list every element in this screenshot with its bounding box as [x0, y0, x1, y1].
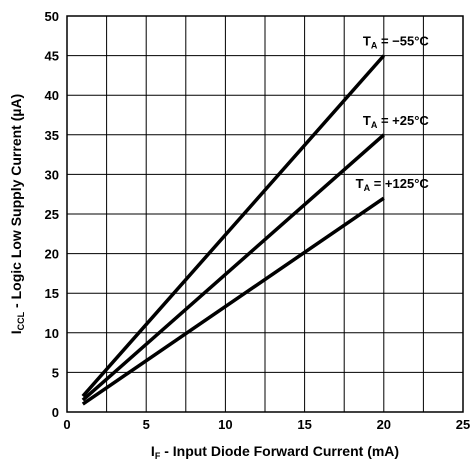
- y-tick-label: 5: [52, 365, 59, 380]
- y-tick-label: 45: [45, 49, 59, 64]
- y-tick-label: 40: [45, 88, 59, 103]
- x-tick-labels: 0 5 10 15 20 25: [63, 417, 470, 432]
- y-tick-label: 10: [45, 326, 59, 341]
- y-tick-label: 20: [45, 247, 59, 262]
- y-tick-label: 25: [45, 207, 59, 222]
- y-tick-labels: 0 5 10 15 20 25 30 35 40 45 50: [45, 9, 59, 420]
- series-label-1: TA = +25°C: [363, 113, 430, 130]
- y-tick-label: 15: [45, 286, 59, 301]
- y-axis-label: ICCL - Logic Low Supply Current (µA): [8, 94, 26, 334]
- x-tick-label: 25: [456, 417, 470, 432]
- y-tick-label: 30: [45, 167, 59, 182]
- x-tick-label: 0: [63, 417, 70, 432]
- x-tick-label: 5: [143, 417, 150, 432]
- x-axis-label: IF - Input Diode Forward Current (mA): [151, 443, 399, 461]
- series-line-2: [81, 196, 385, 406]
- y-tick-label: 35: [45, 128, 59, 143]
- series-labels: TA = −55°C TA = +25°C TA = +125°C: [356, 34, 430, 194]
- series-label-0: TA = −55°C: [363, 34, 430, 51]
- x-tick-label: 10: [218, 417, 232, 432]
- series-line-1: [81, 133, 385, 402]
- grid: [67, 16, 463, 412]
- series-lines: [81, 54, 386, 406]
- series-label-2: TA = +125°C: [356, 176, 430, 193]
- y-tick-label: 0: [52, 405, 59, 420]
- series-line-0: [81, 54, 386, 398]
- x-tick-label: 20: [377, 417, 391, 432]
- y-tick-label: 50: [45, 9, 59, 24]
- x-tick-label: 15: [297, 417, 311, 432]
- plot-frame: [66, 15, 464, 413]
